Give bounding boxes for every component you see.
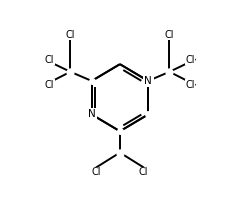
Text: Cl: Cl [91,167,101,177]
Text: N: N [144,76,152,86]
Text: N: N [88,109,96,119]
Text: N: N [88,109,96,119]
Text: Cl: Cl [66,30,75,40]
Text: Cl: Cl [185,80,195,90]
Text: Cl: Cl [185,55,195,65]
Text: Cl: Cl [139,167,148,177]
Text: N: N [144,76,152,86]
Text: Cl: Cl [45,80,55,90]
Text: Cl: Cl [165,30,174,40]
Text: Cl: Cl [45,55,55,65]
